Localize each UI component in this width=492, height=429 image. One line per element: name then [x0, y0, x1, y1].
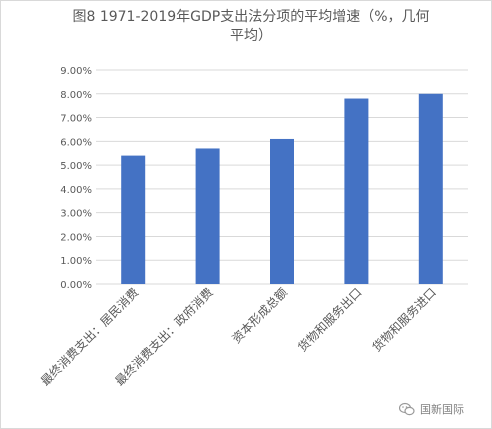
y-tick-label: 4.00% — [60, 185, 92, 196]
y-tick-label: 2.00% — [60, 232, 92, 243]
y-tick-label: 3.00% — [60, 209, 92, 220]
x-tick-label: 货物和服务出口 — [295, 285, 365, 355]
x-tick-label: 资本形成总额 — [229, 285, 290, 346]
chart-title: 图8 1971-2019年GDP支出法分项的平均增速（%，几何平均） — [72, 9, 430, 44]
bar — [121, 155, 146, 284]
y-tick-label: 1.00% — [60, 256, 92, 267]
bar — [195, 148, 220, 284]
bar — [344, 98, 369, 285]
y-tick-label: 7.00% — [60, 114, 92, 125]
watermark-text: 国新国际 — [420, 403, 464, 416]
y-tick-label: 9.00% — [60, 66, 92, 77]
x-tick-label: 货物和服务进口 — [369, 285, 439, 355]
y-tick-label: 0.00% — [60, 280, 92, 291]
y-tick-label: 6.00% — [60, 137, 92, 148]
bar — [418, 93, 443, 285]
y-tick-label: 5.00% — [60, 161, 92, 172]
watermark: 国新国际 — [399, 401, 464, 417]
wechat-icon — [399, 402, 415, 416]
bar — [270, 138, 294, 284]
y-tick-label: 8.00% — [60, 90, 92, 101]
